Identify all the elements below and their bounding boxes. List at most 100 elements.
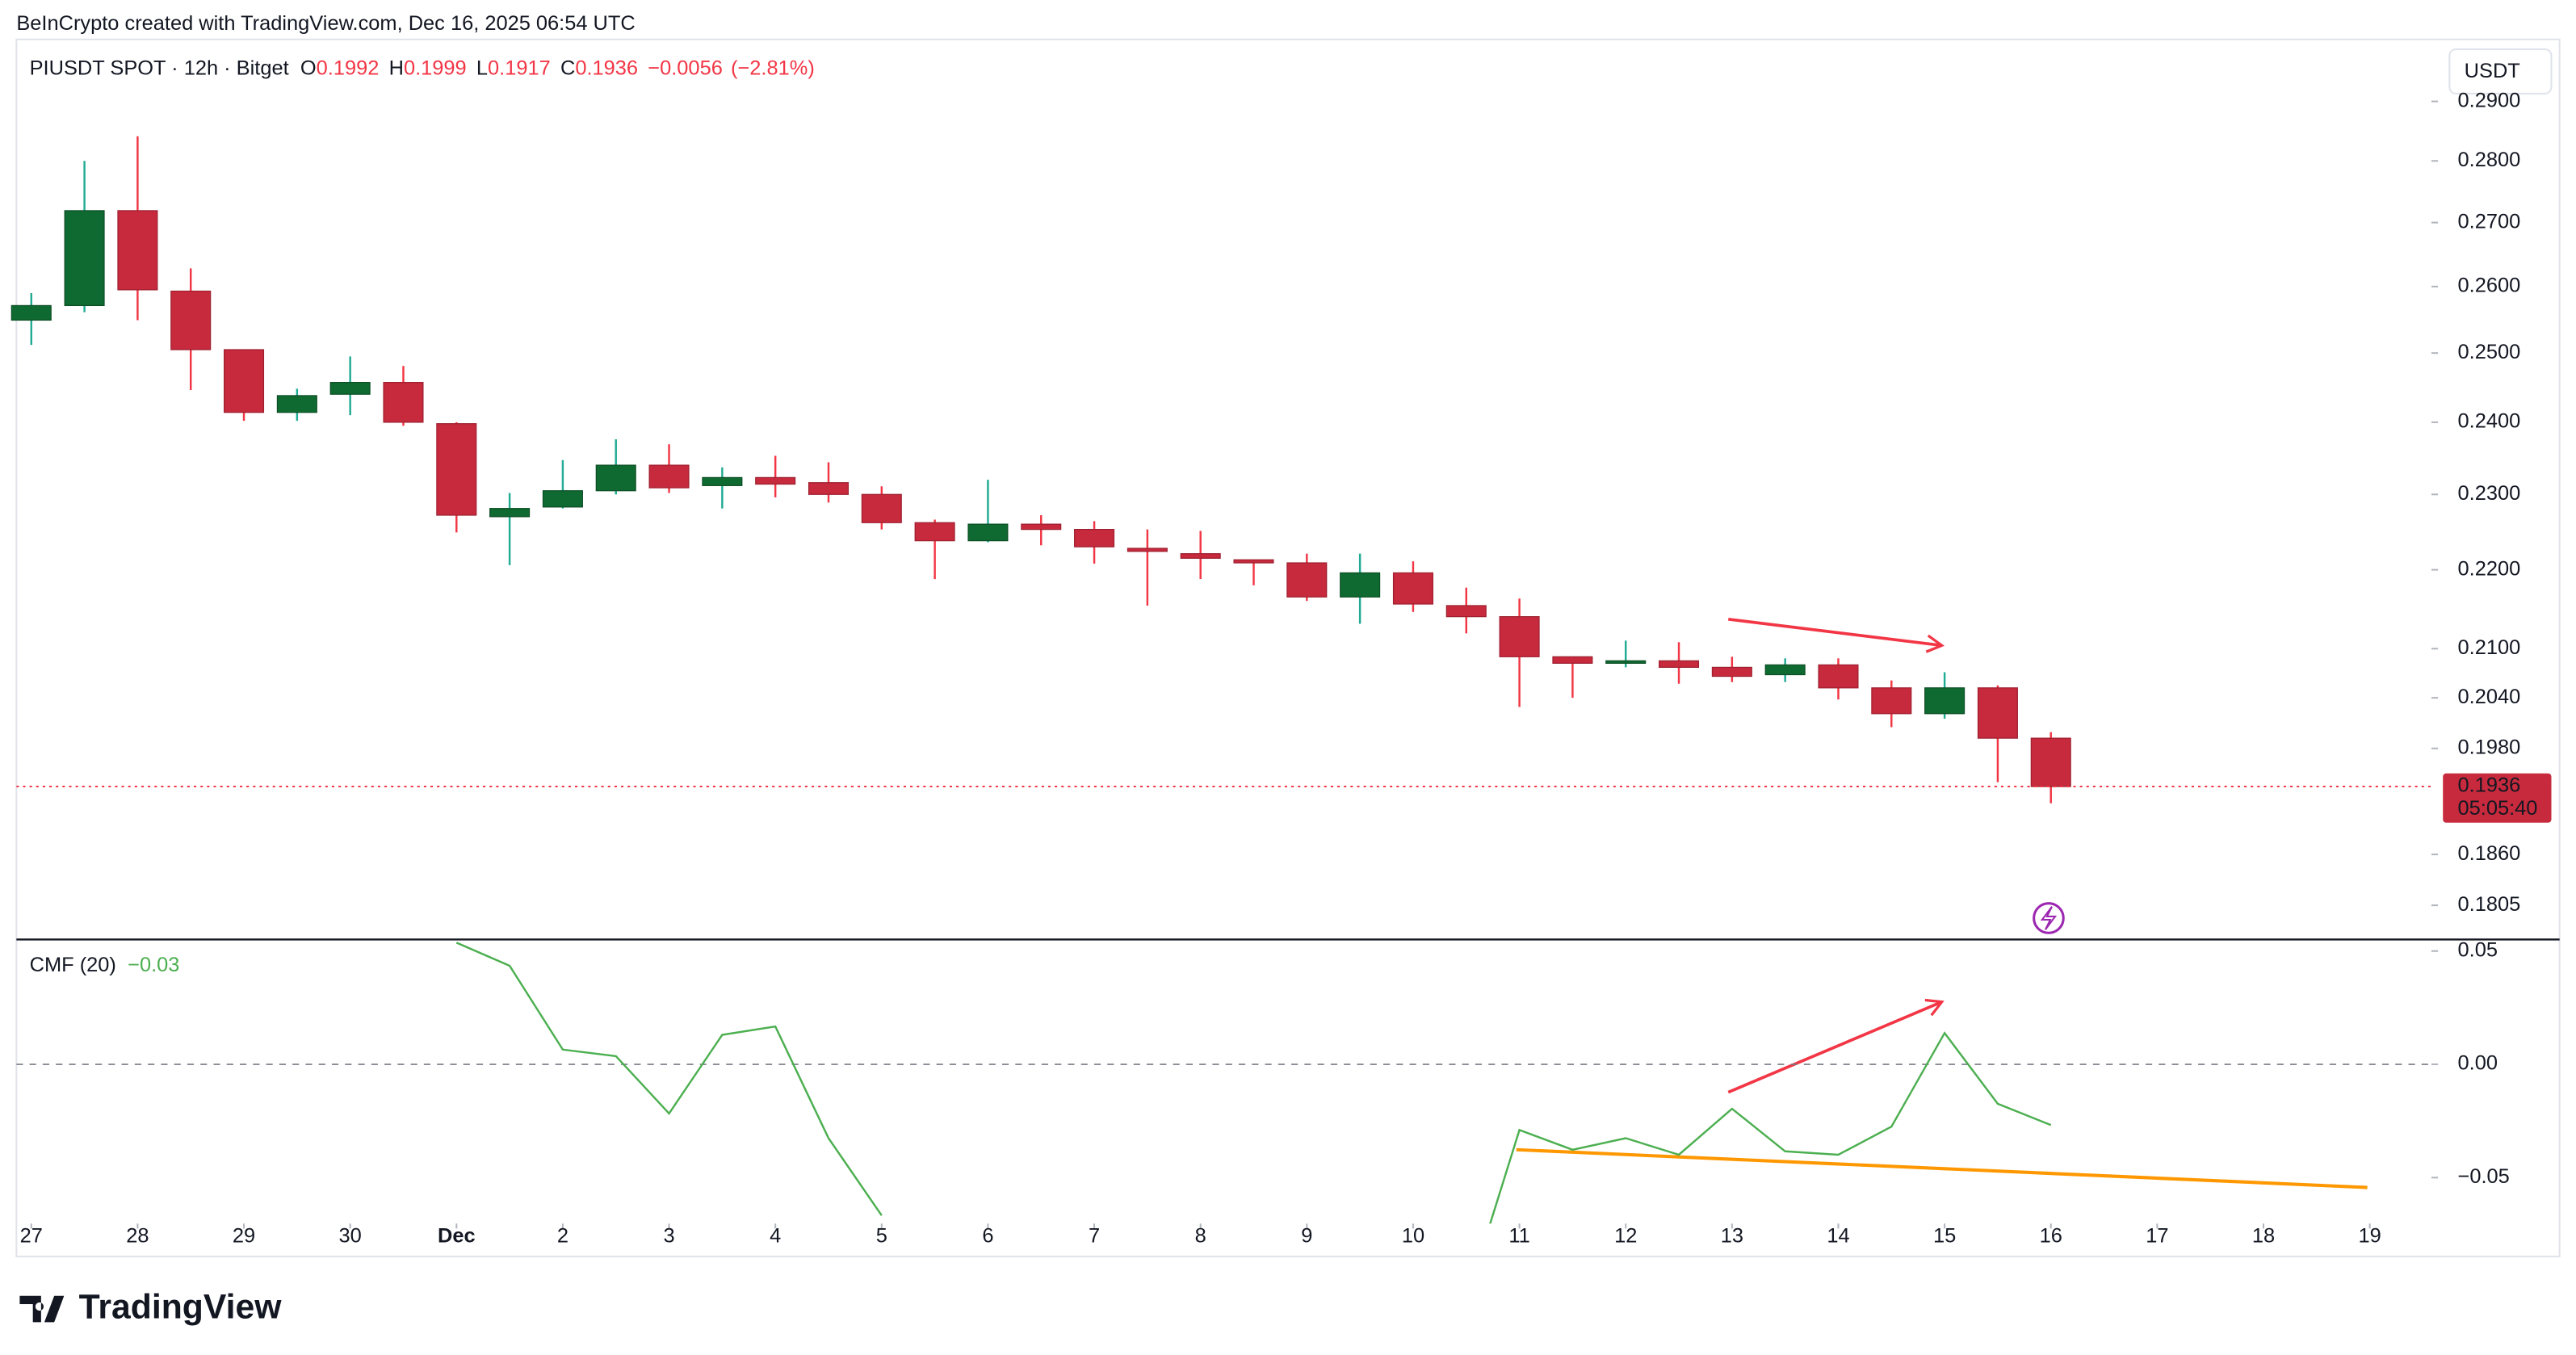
candle-body: [1871, 687, 1912, 715]
event-icon[interactable]: [2033, 902, 2065, 934]
candle-body: [1977, 687, 2018, 739]
chart-header: PIUSDT SPOT · 12h · Bitget O0.1992 H0.1999…: [30, 57, 815, 79]
candle-body: [1499, 616, 1540, 657]
candle-body: [329, 382, 371, 395]
x-tick-label: 15: [1933, 1224, 1956, 1247]
x-tick-label: 10: [1402, 1224, 1424, 1247]
indicator-header: CMF (20) −0.03: [30, 954, 180, 976]
legend-key: O: [300, 57, 317, 79]
legend-key: C: [560, 57, 575, 79]
y-tick-label: 0.2040: [2458, 686, 2521, 708]
change: −0.0056: [648, 57, 723, 79]
y-tick-label: 0.05: [2458, 938, 2498, 961]
candle-body: [914, 522, 955, 542]
candle-body: [1126, 547, 1168, 552]
x-tick-label: 12: [1614, 1224, 1637, 1247]
brand: TradingView: [79, 1287, 283, 1326]
candle-body: [117, 210, 158, 291]
candle-body: [542, 490, 583, 508]
candle-body: [702, 476, 743, 486]
candle-body: [224, 349, 265, 413]
y-tick-label: 0.1805: [2458, 893, 2521, 916]
x-tick-label: 17: [2146, 1224, 2168, 1247]
legend-value: 0.1999: [404, 57, 467, 79]
candle-body: [1180, 553, 1221, 559]
symbol: PIUSDT SPOT · 12h · Bitget: [30, 57, 289, 79]
last-price-box: [2443, 773, 2552, 823]
candle-body: [489, 508, 531, 518]
logo-mark: [19, 1295, 65, 1323]
y-tick-label: 0.2400: [2458, 410, 2521, 433]
event-icon-bolt: [2040, 906, 2058, 930]
candle-body: [1392, 572, 1433, 605]
candle-body: [10, 304, 52, 321]
candle-body: [1021, 523, 1062, 531]
legend-key: L: [476, 57, 488, 79]
x-tick-label: 19: [2358, 1224, 2381, 1247]
candle-body: [1818, 664, 1859, 689]
x-tick-label: 16: [2040, 1224, 2062, 1247]
x-tick-label: 9: [1301, 1224, 1312, 1247]
x-tick-label: 29: [233, 1224, 255, 1247]
currency-button[interactable]: [2448, 48, 2553, 94]
x-tick-label: 27: [20, 1224, 43, 1247]
x-tick-label: 8: [1195, 1224, 1206, 1247]
candle-body: [276, 395, 317, 413]
candle-body: [64, 210, 105, 307]
last-price-label: 0.1936: [2458, 774, 2521, 797]
candle-body: [1605, 660, 1647, 664]
x-tick-label: 30: [339, 1224, 362, 1247]
y-tick-label: 0.00: [2458, 1052, 2498, 1075]
x-tick-label: 6: [982, 1224, 993, 1247]
candle-body: [648, 464, 690, 489]
annotation-arrow: [1727, 998, 1945, 1094]
candle-body: [436, 423, 477, 516]
x-tick-label: 5: [876, 1224, 887, 1247]
x-tick-label: 28: [126, 1224, 149, 1247]
x-tick-label: 7: [1089, 1224, 1100, 1247]
candle-body: [383, 382, 424, 423]
candle-body: [967, 523, 1009, 542]
y-tick-label: 0.2600: [2458, 275, 2521, 297]
y-tick-label: −0.05: [2458, 1165, 2510, 1188]
indicator-plot: [455, 942, 2052, 1224]
y-tick-label: 0.2500: [2458, 341, 2521, 363]
y-tick-label: 0.2800: [2458, 149, 2521, 171]
legend-value: 0.1917: [488, 57, 551, 79]
candle-body: [1286, 562, 1328, 598]
y-tick-label: 0.2200: [2458, 557, 2521, 580]
candle-body: [1711, 666, 1752, 678]
x-tick-label: 2: [557, 1224, 568, 1247]
candle-body: [1764, 664, 1806, 676]
cmf-line: [455, 942, 2052, 1224]
indicator-name: CMF (20): [30, 954, 116, 976]
candle-body: [170, 290, 212, 350]
x-tick-label: 14: [1827, 1224, 1849, 1247]
countdown-label: 05:05:40: [2458, 797, 2538, 820]
x-tick-label: 18: [2252, 1224, 2275, 1247]
y-tick-label: 0.2900: [2458, 89, 2521, 111]
attribution: BeInCrypto created with TradingView.com,…: [16, 12, 635, 35]
candle-body: [1074, 529, 1115, 547]
y-tick-label: 0.1980: [2458, 736, 2521, 759]
y-tick-label: 0.2100: [2458, 636, 2521, 659]
currency[interactable]: USDT: [2465, 60, 2520, 82]
x-tick-label: 3: [663, 1224, 674, 1247]
legend-key: H: [389, 57, 404, 79]
candle-body: [1340, 572, 1381, 598]
legend-value: 0.1992: [317, 57, 380, 79]
x-tick-label: Dec: [438, 1224, 476, 1247]
indicator-value: −0.03: [128, 954, 179, 976]
y-tick-label: 0.2300: [2458, 482, 2521, 505]
candle-body: [1924, 687, 1966, 715]
candle-body: [808, 482, 850, 495]
candle-body: [1445, 605, 1487, 618]
frame: [15, 38, 2561, 1257]
candle-body: [755, 476, 796, 485]
x-tick-label: 4: [770, 1224, 781, 1247]
x-tick-label: 11: [1508, 1224, 1529, 1247]
trend-line: [1516, 1147, 2368, 1189]
change-pct: (−2.81%): [731, 57, 815, 79]
candle-body: [861, 493, 902, 523]
